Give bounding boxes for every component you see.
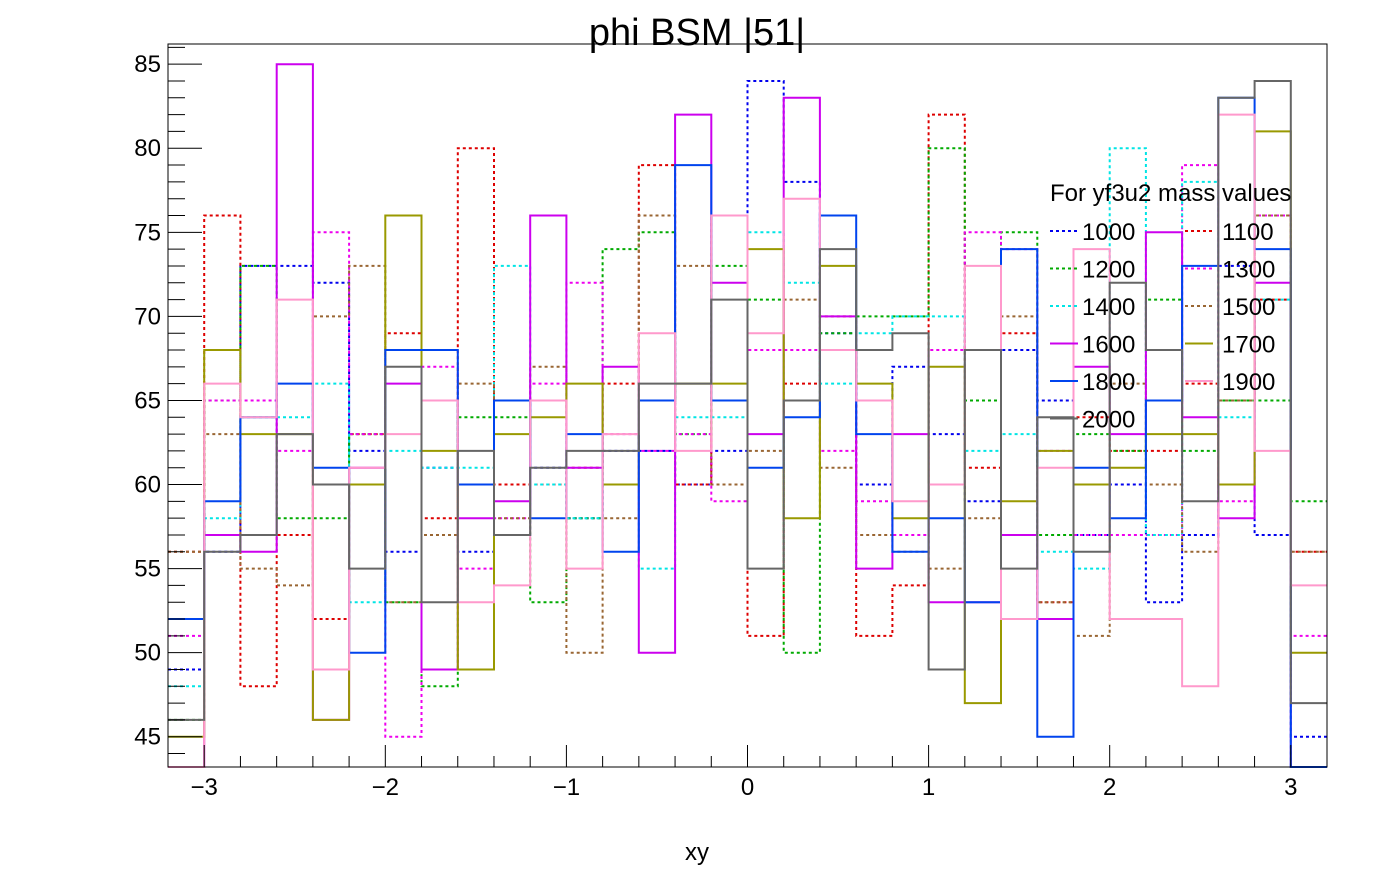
legend-label-1300: 1300 [1222,257,1275,284]
y-tick-label: 50 [134,640,161,667]
axes-group: −3 −2 −1 0 1 2 3 45 50 55 60 65 70 75 80 85 [134,43,1328,801]
y-tick-label: 70 [134,303,161,330]
series-group [168,63,1327,768]
legend: For yf3u2 mass values 1000 1100 1200 1300 140… [1050,180,1291,434]
x-axis-label: xy [685,839,709,866]
legend-label-1800: 1800 [1082,369,1135,396]
x-tick-label: −1 [553,774,580,801]
series-1400-line [168,147,1327,768]
chart-title: phi BSM |51| [589,12,805,54]
x-tick-label: 3 [1284,774,1297,801]
series-1500-line [168,214,1327,654]
x-tick-label: −3 [191,774,218,801]
y-tick-label: 65 [134,387,161,414]
x-tick-label: 0 [741,774,754,801]
x-tick-label: −2 [372,774,399,801]
x-tick-label: 2 [1103,774,1116,801]
y-tick-label: 80 [134,135,161,162]
y-tick-label: 45 [134,724,161,751]
y-tick-label: 85 [134,51,161,78]
x-tick-label: 1 [922,774,935,801]
legend-label-1600: 1600 [1082,332,1135,359]
y-tick-label: 60 [134,472,161,499]
legend-label-1900: 1900 [1222,369,1275,396]
legend-title: For yf3u2 mass values [1050,180,1291,207]
legend-label-1500: 1500 [1222,294,1275,321]
legend-label-1200: 1200 [1082,257,1135,284]
series-2000-line [168,80,1327,721]
legend-label-1100: 1100 [1222,219,1274,246]
legend-label-1400: 1400 [1082,294,1135,321]
y-tick-label: 55 [134,556,161,583]
legend-label-2000: 2000 [1082,407,1135,434]
legend-label-1000: 1000 [1082,219,1135,246]
y-tick-label: 75 [134,219,161,246]
legend-label-1700: 1700 [1222,332,1275,359]
